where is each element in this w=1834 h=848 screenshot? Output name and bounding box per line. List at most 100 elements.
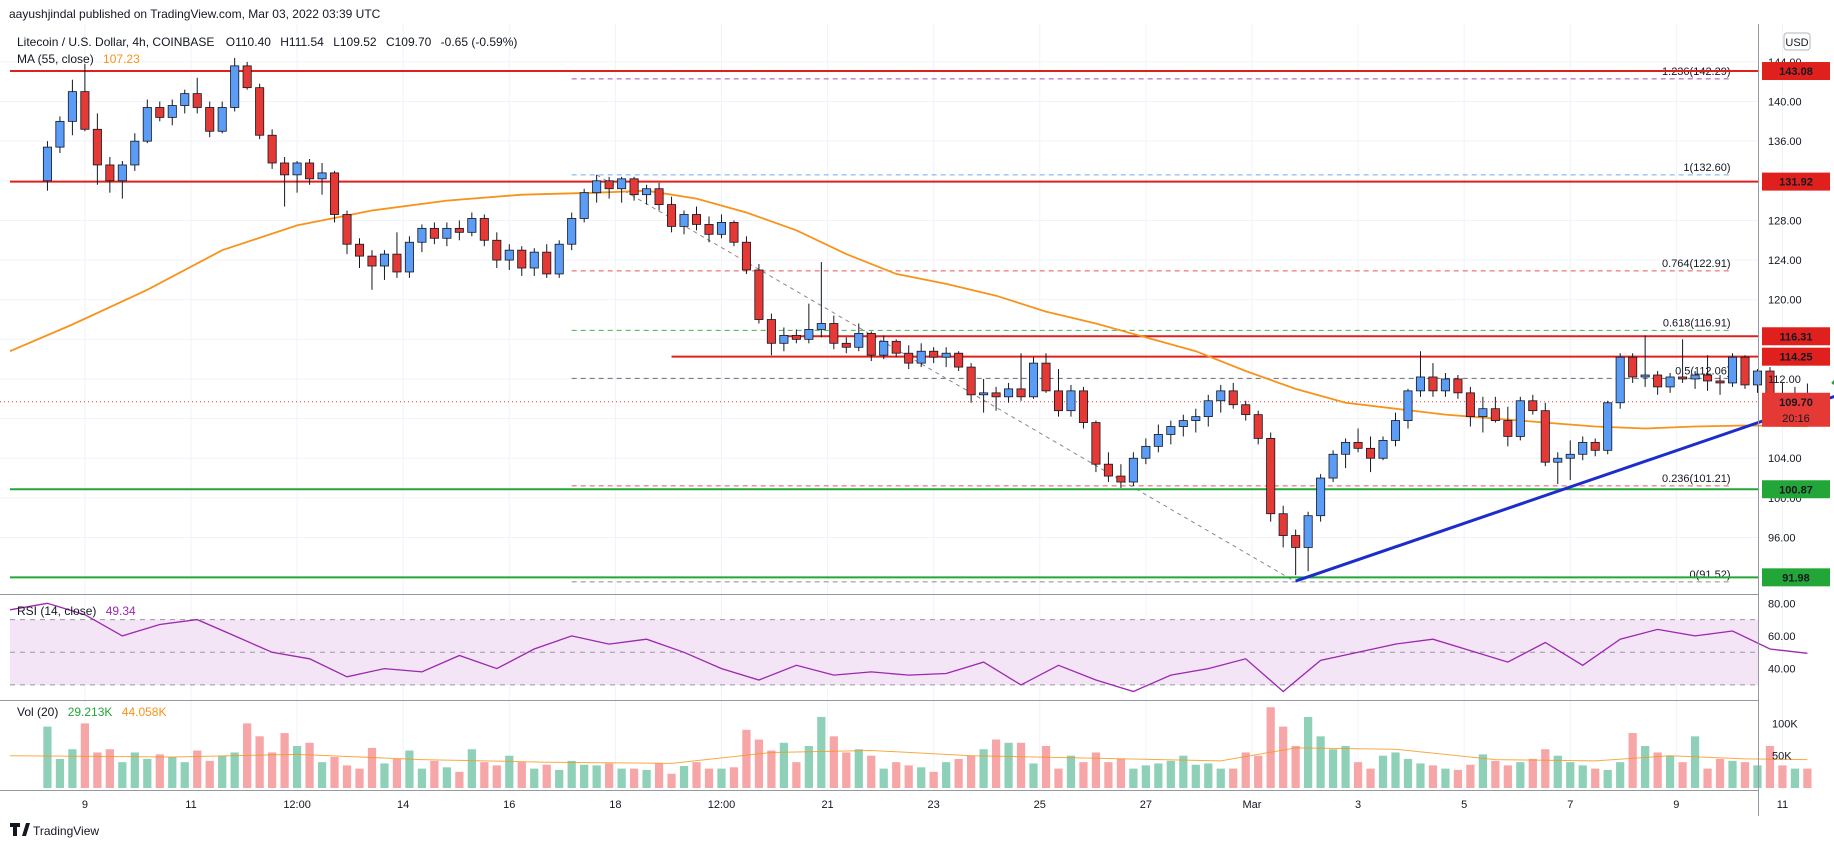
volume-bar-103 [1328, 749, 1338, 788]
last-price-tag-bg [1762, 392, 1830, 427]
candle-body [891, 340, 901, 354]
candle-54 [716, 214, 726, 239]
volume-bar-102 [1316, 736, 1325, 788]
candle-68 [891, 339, 901, 358]
x-tick-0: 9 [82, 799, 88, 811]
currency-button[interactable]: USD [1783, 32, 1811, 51]
ma-label: MA (55, close) [17, 52, 94, 66]
candle-body [404, 241, 414, 273]
candle-14 [217, 101, 227, 134]
vol-value-1: 29.213K [68, 705, 113, 719]
volume-bar-11 [180, 762, 189, 788]
volume-bar-29 [405, 750, 414, 788]
candle-body [1752, 370, 1763, 386]
candle-body [1103, 463, 1113, 477]
candle-65 [854, 323, 864, 352]
candle-body [1128, 457, 1138, 483]
volume-bar-33 [455, 771, 464, 788]
candle-body [654, 188, 664, 205]
volume-bar-74 [966, 755, 976, 788]
candle-96 [1241, 400, 1251, 421]
candle-body [1615, 356, 1625, 404]
candle-30 [417, 224, 427, 253]
candle-body [1029, 362, 1039, 398]
candle-body [180, 93, 190, 106]
candle-130 [1665, 373, 1675, 393]
candle-55 [729, 220, 739, 247]
volume-bar-43 [580, 764, 589, 788]
candle-137 [1752, 369, 1763, 393]
candle-body [1565, 453, 1575, 459]
candle-body [1266, 438, 1276, 515]
volume-bar-17 [255, 736, 264, 788]
candle-body [280, 162, 290, 176]
candle-22 [317, 162, 327, 195]
volume-bar-27 [380, 763, 389, 788]
candle-body [1253, 414, 1263, 439]
candle-body [1291, 535, 1301, 548]
volume-bar-110 [1416, 763, 1425, 788]
candle-33 [454, 220, 464, 241]
rsi-tick-2: 40.00 [1768, 664, 1796, 676]
volume-bar-25 [355, 768, 364, 788]
rsi-line [9, 602, 1808, 693]
volume-bar-97 [1254, 755, 1263, 788]
volume-bar-46 [617, 768, 626, 788]
volume-bar-51 [679, 766, 689, 788]
candle-body [1478, 408, 1488, 418]
candle-76 [991, 386, 1001, 411]
candle-31 [429, 222, 439, 245]
volume-bar-31 [430, 760, 439, 788]
candle-body [429, 227, 439, 239]
volume-bar-23 [330, 756, 339, 788]
volume-bar-68 [892, 762, 901, 788]
candle-body [741, 241, 751, 271]
candle-47 [629, 176, 639, 201]
volume-bar-34 [467, 749, 476, 788]
volume-bar-42 [567, 760, 576, 788]
candle-37 [504, 244, 514, 270]
candle-0 [42, 141, 52, 191]
candle-74 [966, 363, 976, 403]
x-tick-6: 12:00 [708, 799, 736, 811]
candle-body [1016, 388, 1026, 398]
last-price-tag: 109.70 [1779, 397, 1813, 409]
candle-body [667, 204, 677, 227]
candle-101 [1303, 511, 1313, 572]
candle-body [479, 218, 489, 241]
candle-1 [55, 116, 65, 154]
volume-bar-32 [442, 767, 451, 788]
candle-20 [292, 160, 302, 193]
candle-body [1715, 380, 1725, 384]
fib-label-0.236: 0.236(101.21) [1662, 473, 1731, 485]
volume-bar-91 [1179, 755, 1188, 788]
volume-bar-119 [1528, 758, 1537, 788]
volume-bar-109 [1403, 758, 1413, 788]
candle-body [1203, 400, 1213, 418]
candle-69 [904, 345, 914, 370]
volume-bar-81 [1054, 768, 1063, 788]
candle-2 [67, 79, 77, 136]
y-tick-6: 120.00 [1768, 295, 1802, 307]
tradingview-logo[interactable]: TradingView [10, 823, 99, 838]
candle-body [567, 218, 577, 245]
volume-bar-2 [68, 749, 77, 788]
volume-bar-115 [1478, 754, 1487, 788]
candle-body [1690, 374, 1700, 380]
candle-124 [1590, 438, 1600, 457]
candle-120 [1540, 402, 1550, 467]
candle-body [754, 269, 764, 320]
candle-body [1053, 390, 1064, 412]
candle-135 [1727, 353, 1738, 387]
candle-75 [979, 378, 989, 413]
candle-103 [1328, 450, 1338, 483]
volume-bar-61 [804, 746, 813, 788]
candle-32 [442, 222, 452, 247]
candle-56 [741, 236, 751, 274]
candle-body [1116, 475, 1126, 483]
candle-110 [1415, 351, 1425, 397]
candle-48 [642, 184, 652, 205]
volume-bar-80 [1041, 746, 1051, 788]
x-tick-8: 23 [928, 799, 940, 811]
candle-7 [130, 133, 140, 171]
